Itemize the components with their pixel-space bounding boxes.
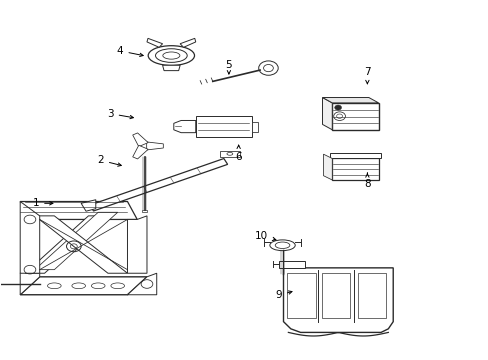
Polygon shape [20, 277, 147, 295]
Polygon shape [132, 145, 148, 159]
Text: 6: 6 [235, 145, 242, 162]
Text: 8: 8 [364, 173, 370, 189]
Text: 3: 3 [107, 109, 133, 119]
Text: 1: 1 [32, 198, 53, 208]
Polygon shape [322, 98, 378, 103]
Polygon shape [162, 65, 180, 71]
Polygon shape [90, 158, 227, 211]
Polygon shape [35, 212, 118, 270]
Polygon shape [329, 153, 380, 158]
Polygon shape [283, 268, 392, 332]
Polygon shape [146, 142, 163, 150]
FancyBboxPatch shape [251, 122, 257, 132]
Polygon shape [132, 133, 148, 147]
Circle shape [334, 105, 341, 110]
Polygon shape [323, 154, 331, 180]
Text: 10: 10 [254, 231, 275, 240]
Polygon shape [20, 202, 137, 220]
FancyBboxPatch shape [331, 158, 378, 180]
Text: 4: 4 [117, 46, 143, 57]
FancyBboxPatch shape [195, 116, 251, 137]
Polygon shape [180, 39, 195, 47]
FancyBboxPatch shape [331, 103, 378, 130]
Text: 5: 5 [225, 60, 232, 74]
Polygon shape [322, 98, 331, 130]
Polygon shape [127, 216, 147, 273]
Polygon shape [20, 202, 40, 273]
Polygon shape [220, 151, 239, 157]
Text: 2: 2 [97, 155, 121, 166]
FancyBboxPatch shape [142, 211, 147, 212]
Text: 7: 7 [364, 67, 370, 84]
Text: 9: 9 [275, 291, 291, 301]
Polygon shape [127, 273, 157, 295]
Polygon shape [25, 216, 108, 273]
Polygon shape [173, 121, 195, 133]
Polygon shape [147, 39, 162, 47]
Polygon shape [278, 261, 305, 268]
Polygon shape [35, 216, 127, 273]
Polygon shape [81, 200, 96, 211]
Polygon shape [20, 259, 40, 295]
